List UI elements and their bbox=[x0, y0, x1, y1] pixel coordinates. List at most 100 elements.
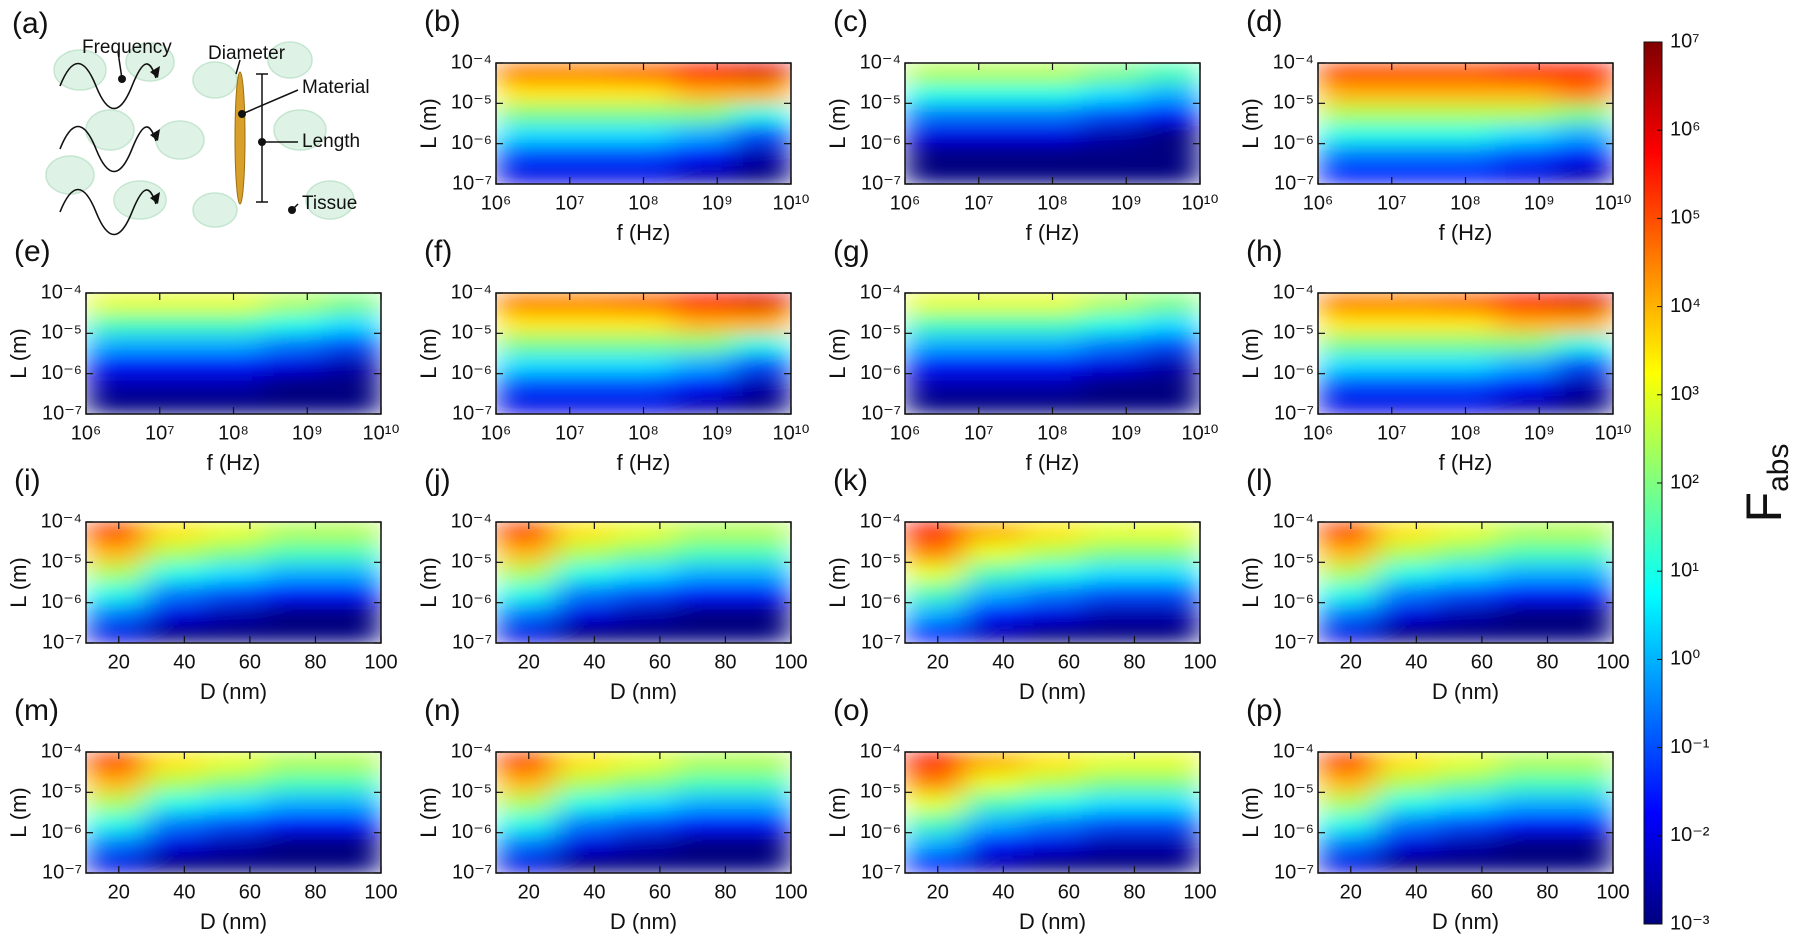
heatmap-cell bbox=[1554, 63, 1613, 84]
heatmap-cell bbox=[1377, 522, 1437, 543]
heatmap-cell bbox=[1376, 63, 1437, 84]
heatmap-cell bbox=[1082, 752, 1142, 773]
heatmap-cell bbox=[1081, 163, 1142, 184]
heatmap-cell bbox=[1141, 522, 1200, 543]
heatmap-cell bbox=[1436, 541, 1496, 563]
heatmap-cell bbox=[673, 832, 733, 854]
heatmap-cell bbox=[1023, 353, 1083, 375]
panel-label: (a) bbox=[12, 7, 49, 40]
heatmap-cell bbox=[672, 333, 733, 354]
heatmap-cell bbox=[614, 852, 674, 873]
heatmap-cell bbox=[1436, 103, 1496, 124]
heatmap-cell bbox=[1318, 63, 1378, 84]
heatmap-cell bbox=[496, 312, 556, 334]
heatmap-cell bbox=[322, 622, 381, 643]
heatmap-cell bbox=[1082, 602, 1142, 624]
y-tick-label: 10⁻⁷ bbox=[1274, 172, 1314, 194]
heatmap-cell bbox=[1376, 353, 1437, 375]
y-tick-label: 10⁻⁵ bbox=[41, 551, 82, 573]
y-axis-label: L (m) bbox=[6, 557, 31, 608]
heatmap-cell bbox=[672, 373, 733, 395]
heatmap-cell bbox=[1023, 333, 1083, 354]
y-axis-label: L (m) bbox=[416, 787, 441, 838]
heatmap-cell bbox=[732, 312, 791, 334]
y-tick-label: 10⁻⁶ bbox=[1273, 591, 1314, 613]
heatmap-cell bbox=[614, 602, 674, 624]
heatmap-cell bbox=[86, 293, 146, 314]
heatmap-cell bbox=[673, 602, 733, 624]
heatmap-cell bbox=[732, 541, 791, 563]
x-tick-label: 40 bbox=[173, 881, 195, 903]
y-tick-label: 10⁻⁶ bbox=[860, 591, 901, 613]
heatmap-cell bbox=[1141, 312, 1200, 334]
heatmap-cell bbox=[496, 163, 556, 184]
heatmap-cell bbox=[1318, 353, 1378, 375]
heatmap-cell bbox=[732, 353, 791, 375]
y-tick-label: 10⁻⁷ bbox=[452, 172, 492, 194]
y-tick-label: 10⁻⁶ bbox=[41, 821, 82, 843]
y-tick-label: 10⁻⁶ bbox=[451, 132, 492, 154]
y-axis-label: L (m) bbox=[6, 787, 31, 838]
panel-label: (g) bbox=[833, 235, 870, 268]
heatmap-cell bbox=[1495, 582, 1555, 604]
heatmap-cell bbox=[1023, 602, 1083, 624]
heatmap-cell bbox=[1023, 752, 1083, 773]
heatmap-cell bbox=[263, 852, 323, 873]
heatmap-cell bbox=[1141, 771, 1200, 793]
x-tick-label: 100 bbox=[364, 651, 397, 673]
heatmap-cell bbox=[204, 373, 264, 395]
heatmap-cell bbox=[496, 333, 556, 354]
heatmap-cell bbox=[1436, 143, 1496, 165]
heatmap-cell bbox=[1436, 123, 1496, 145]
heatmap-cell bbox=[496, 752, 556, 773]
heatmap-cell bbox=[1495, 602, 1555, 624]
schematic: (a) Frequency Diameter Material Length T… bbox=[12, 7, 370, 236]
x-tick-label: 60 bbox=[1058, 881, 1080, 903]
x-tick-label: 40 bbox=[992, 881, 1014, 903]
heatmap-cell bbox=[1495, 852, 1555, 873]
heatmap-cell bbox=[614, 541, 674, 563]
heatmap bbox=[86, 293, 381, 414]
heatmap-cell bbox=[1494, 143, 1555, 165]
heatmap-cell bbox=[1554, 812, 1613, 834]
heatmap-cell bbox=[1554, 143, 1613, 165]
panel-label: (m) bbox=[14, 694, 59, 727]
heatmap-cell bbox=[555, 792, 615, 813]
heatmap-cell bbox=[263, 622, 323, 643]
heatmap-cell bbox=[1141, 143, 1200, 165]
x-tick-label: 100 bbox=[1596, 881, 1629, 903]
heatmap-cell bbox=[1141, 752, 1200, 773]
heatmap-cell bbox=[614, 522, 674, 543]
y-tick-label: 10⁻⁴ bbox=[860, 51, 901, 73]
panel-label: (p) bbox=[1246, 694, 1283, 727]
heatmap-cell bbox=[1141, 393, 1200, 414]
x-tick-label: 20 bbox=[927, 651, 949, 673]
heatmap-cell bbox=[1141, 852, 1200, 873]
y-axis-label: L (m) bbox=[1238, 328, 1263, 379]
heatmap-cell bbox=[1023, 852, 1083, 873]
heatmap-cell bbox=[1494, 293, 1555, 314]
heatmap-cell bbox=[1495, 541, 1555, 563]
heatmap-cell bbox=[1318, 393, 1378, 414]
heatmap-cell bbox=[1023, 312, 1083, 334]
heatmap-cell bbox=[554, 103, 615, 124]
heatmap-cell bbox=[1318, 103, 1378, 124]
heatmap-cell bbox=[1495, 522, 1555, 543]
heatmap-cell bbox=[1081, 353, 1142, 375]
heatmap-cell bbox=[1377, 812, 1437, 834]
colorbar-tick-label: 10⁻¹ bbox=[1670, 736, 1710, 758]
heatmap-cell bbox=[1554, 582, 1613, 604]
heatmap-cell bbox=[1318, 602, 1378, 624]
panel-label: (b) bbox=[424, 5, 461, 38]
heatmap-cell bbox=[1023, 832, 1083, 854]
heatmap-cell bbox=[963, 103, 1024, 124]
heatmap-cell bbox=[905, 163, 965, 184]
heatmap-cell bbox=[262, 373, 323, 395]
heatmap-cell bbox=[964, 752, 1024, 773]
heatmap-cell bbox=[905, 103, 965, 124]
heatmap-cell bbox=[1081, 393, 1142, 414]
heatmap-cell bbox=[673, 771, 733, 793]
x-axis-label: D (nm) bbox=[1019, 679, 1086, 704]
heatmap-cell bbox=[1376, 163, 1437, 184]
y-tick-label: 10⁻⁷ bbox=[861, 631, 901, 653]
